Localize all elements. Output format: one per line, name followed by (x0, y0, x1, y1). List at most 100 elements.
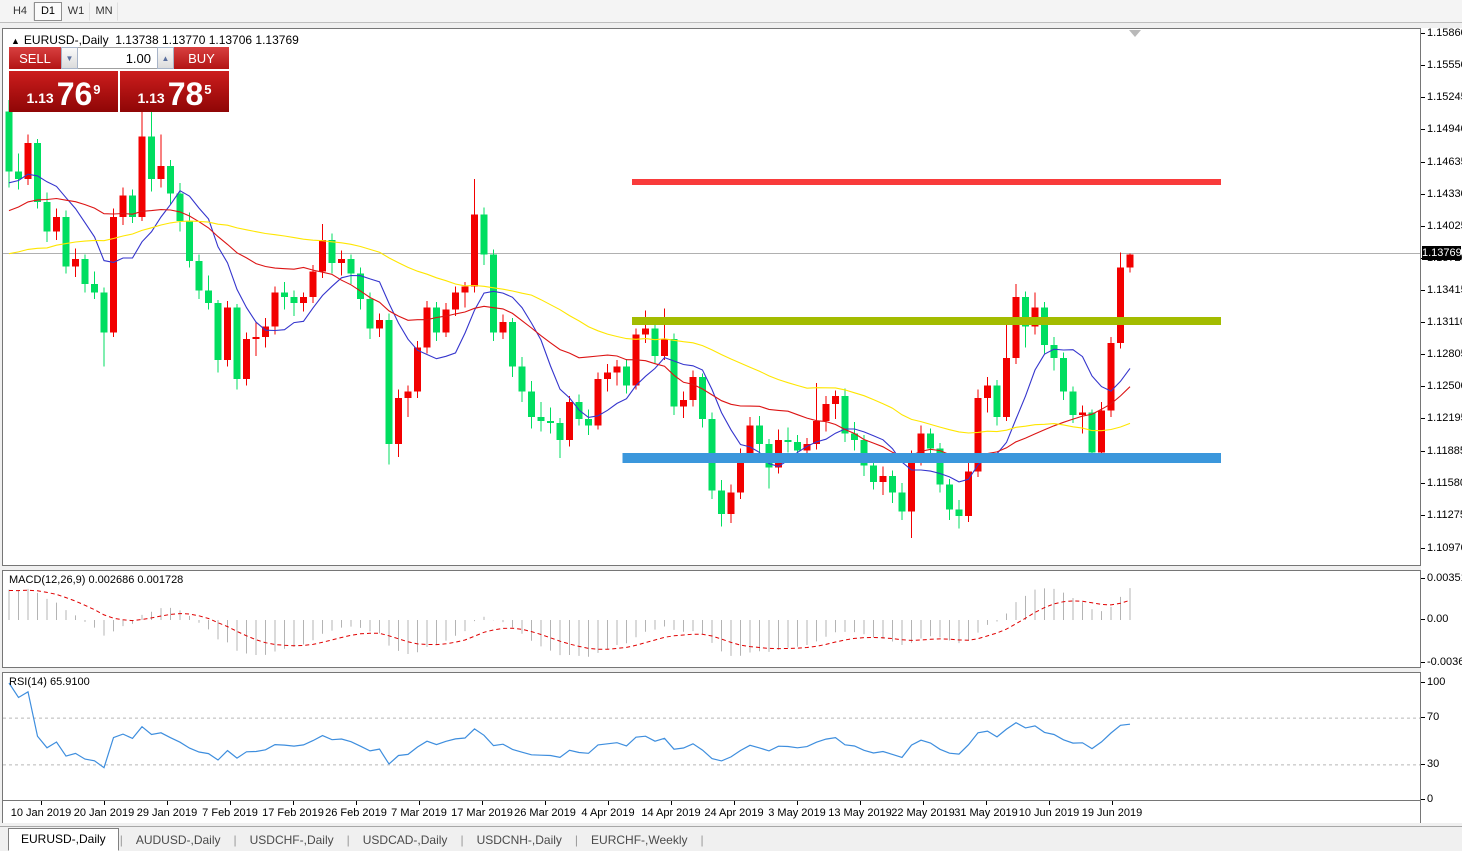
volume-input[interactable] (78, 48, 157, 68)
rsi-axis-label: 30 (1427, 757, 1440, 770)
candle-body (442, 309, 450, 333)
candle-body (879, 475, 887, 483)
ma-slow-line (8, 220, 1131, 434)
chart-tab-eurchf[interactable]: EURCHF-,Weekly (591, 833, 688, 847)
date-axis-label: 22 May 2019 (891, 807, 955, 819)
buy-price-base: 1.13 (137, 90, 165, 106)
axis-tick (1421, 386, 1425, 388)
date-tick (482, 801, 483, 805)
date-axis-label: 19 Jun 2019 (1081, 807, 1143, 819)
candle-body (813, 421, 820, 445)
timeframe-button-mn[interactable]: MN (90, 1, 118, 21)
candle-body (718, 490, 725, 514)
candle-body (917, 433, 925, 459)
volume-decrease-button[interactable]: ▼ (61, 47, 78, 69)
candle-body (822, 404, 830, 422)
axis-tick (1421, 619, 1425, 620)
date-tick (986, 801, 987, 805)
sell-button[interactable]: SELL (9, 47, 61, 69)
axis-tick (1421, 799, 1425, 800)
date-axis[interactable]: 10 Jan 2019 20 Jan 2019 29 Jan 2019 7 Feb 2… (2, 801, 1421, 823)
price-chart-panel[interactable]: ▲ EURUSD-,Daily 1.13738 1.13770 1.13706 1… (2, 28, 1421, 566)
volume-increase-button[interactable]: ▲ (157, 47, 174, 69)
timeframe-button-d1[interactable]: D1 (34, 1, 62, 21)
candle-body (148, 136, 155, 179)
candle-body (433, 307, 440, 333)
date-axis-label: 13 May 2019 (828, 807, 892, 819)
candle-body (34, 143, 41, 203)
candle-body (5, 111, 13, 172)
expand-arrow-icon[interactable]: ▲ (11, 36, 20, 46)
candle-body (556, 423, 564, 441)
axis-tick (1421, 682, 1425, 683)
axis-tick (1421, 225, 1425, 227)
chart-tab-usdchf[interactable]: USDCHF-,Daily (249, 833, 334, 847)
candle-body (157, 166, 165, 179)
candle-body (395, 397, 402, 445)
candle-body (414, 347, 421, 392)
tab-separator: | (233, 833, 237, 847)
candle-body (1117, 267, 1124, 344)
chart-tab-usdcad[interactable]: USDCAD-,Daily (362, 833, 448, 847)
price-axis-label: 1.11580 (1427, 477, 1462, 490)
timeframe-button-w1[interactable]: W1 (62, 1, 90, 21)
candle-body (528, 391, 535, 417)
date-axis-label: 17 Feb 2019 (262, 807, 324, 819)
rsi-label: RSI(14) 65.9100 (9, 676, 90, 688)
price-axis-label: 1.15550 (1427, 59, 1462, 72)
price-axis[interactable]: 1.15860 1.15550 1.15245 1.14940 1.14635 1.143… (1421, 27, 1462, 823)
chart-tab-bar: EURUSD-,Daily | AUDUSD-,Daily | USDCHF-,Dail… (0, 826, 1462, 851)
candle-body (689, 376, 697, 401)
chart-tab-eurusd[interactable]: EURUSD-,Daily (8, 828, 119, 851)
macd-label: MACD(12,26,9) 0.002686 0.001728 (9, 574, 184, 586)
rsi-panel[interactable]: RSI(14) 65.9100 (2, 672, 1421, 801)
axis-tick (1421, 354, 1425, 356)
candle-body (1069, 391, 1077, 415)
timeframe-button-h4[interactable]: H4 (6, 1, 34, 21)
chart-ohlc-values: 1.13738 1.13770 1.13706 1.13769 (115, 33, 299, 47)
axis-tick (1421, 483, 1425, 485)
axis-tick (1421, 65, 1425, 67)
buy-button[interactable]: BUY (174, 47, 229, 69)
candle-body (509, 322, 516, 367)
buy-price-panel[interactable]: 1.13 78 5 (120, 71, 229, 112)
candle-body (480, 214, 488, 255)
candle-body (727, 492, 735, 514)
scroll-to-end-icon[interactable] (1129, 30, 1141, 37)
candle-body (1098, 410, 1105, 453)
candle-body (984, 385, 991, 398)
date-axis-label: 31 May 2019 (954, 807, 1018, 819)
candle-body (91, 284, 98, 293)
chart-tab-audusd[interactable]: AUDUSD-,Daily (135, 833, 221, 847)
price-axis-label: 1.12805 (1427, 348, 1462, 361)
macd-panel[interactable]: MACD(12,26,9) 0.002686 0.001728 (2, 570, 1421, 668)
candle-body (680, 400, 687, 407)
candle-body (452, 292, 459, 310)
candle-body (1050, 345, 1058, 358)
candle-body (1079, 412, 1086, 415)
candle-body (252, 336, 260, 339)
candle-body (338, 258, 345, 264)
candle-body (110, 216, 117, 333)
macd-values: 0.002686 0.001728 (88, 574, 184, 586)
candle-body (357, 273, 364, 299)
candle-body (756, 425, 763, 445)
candle-body (43, 202, 51, 232)
date-tick (797, 801, 798, 805)
axis-tick (1421, 193, 1425, 195)
date-tick (419, 801, 420, 805)
candle-body (851, 433, 858, 441)
date-tick (923, 801, 924, 805)
candle-body (537, 416, 545, 422)
price-axis-label: 1.11275 (1427, 509, 1462, 522)
buy-price-big: 78 (167, 76, 204, 112)
candle-body (195, 260, 203, 291)
candle-body (927, 433, 934, 449)
ma-fast-line (8, 173, 1131, 483)
chart-tab-usdcnh[interactable]: USDCNH-,Daily (476, 833, 562, 847)
chart-symbol-label: EURUSD-,Daily (23, 33, 109, 47)
sell-price-panel[interactable]: 1.13 76 9 (9, 71, 118, 112)
date-tick (545, 801, 546, 805)
candle-body (167, 166, 174, 194)
